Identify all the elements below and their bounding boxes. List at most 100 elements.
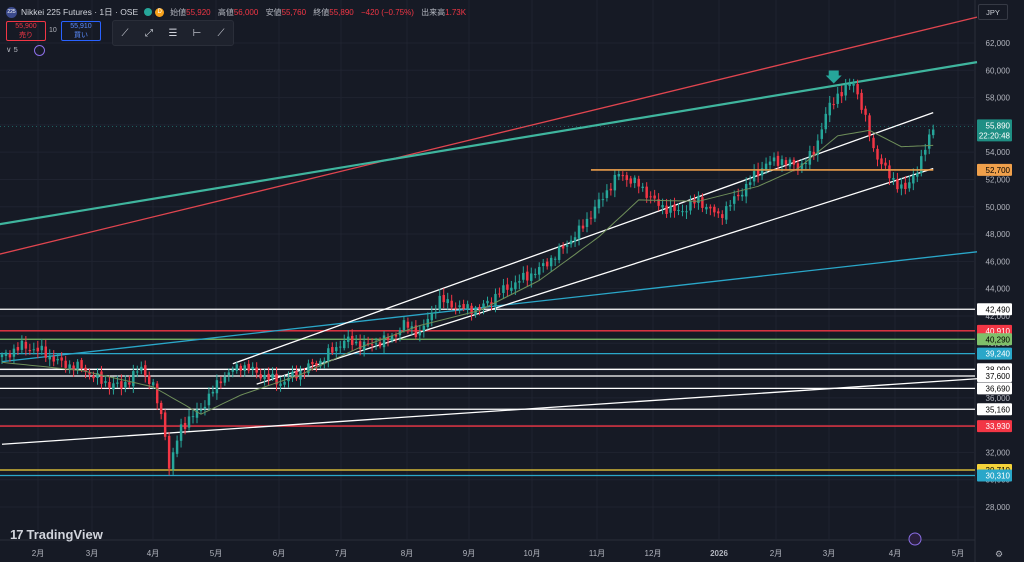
candle-body bbox=[20, 340, 24, 350]
candle-body bbox=[796, 163, 800, 171]
ohlc-low-value: 55,760 bbox=[281, 7, 307, 17]
candle-body bbox=[28, 350, 32, 352]
candle-body bbox=[406, 321, 410, 328]
y-tick-label: 32,000 bbox=[986, 448, 1011, 457]
candle-body bbox=[263, 374, 266, 380]
candle-body bbox=[752, 170, 756, 182]
candle-body bbox=[768, 161, 772, 165]
buy-label: 買い bbox=[74, 32, 88, 39]
horizontal-line-tool-icon[interactable]: ⊢ bbox=[192, 27, 202, 39]
candle-body bbox=[231, 369, 235, 372]
candle-body bbox=[629, 178, 632, 184]
delayed-data-badge[interactable]: D bbox=[155, 7, 165, 17]
candle-body bbox=[199, 409, 203, 411]
y-tick-label: 48,000 bbox=[986, 230, 1011, 239]
candle-body bbox=[470, 305, 473, 315]
candle-body bbox=[820, 129, 824, 139]
candle-body bbox=[581, 225, 585, 229]
candle-body bbox=[366, 343, 370, 345]
trend-line-teal-trend bbox=[0, 61, 978, 226]
ohlc-high-label: 高値 bbox=[217, 7, 234, 17]
candle-body bbox=[438, 295, 441, 311]
candle-body bbox=[685, 211, 688, 213]
candle-body bbox=[382, 335, 386, 348]
x-tick-label: 5月 bbox=[952, 549, 964, 558]
fib-tool-icon[interactable]: ☰ bbox=[168, 27, 178, 39]
symbol-title[interactable]: Nikkei 225 Futures · 1日 · OSE bbox=[21, 7, 139, 17]
candle-body bbox=[219, 381, 223, 384]
candle-body bbox=[812, 151, 816, 156]
candle-body bbox=[458, 305, 461, 308]
ohlc-volume-label: 出来高 bbox=[421, 7, 446, 17]
candle-body bbox=[148, 375, 151, 385]
level-label-33930: 33,930 bbox=[986, 422, 1011, 431]
x-tick-label: 2月 bbox=[770, 549, 782, 558]
candle-body bbox=[748, 182, 752, 185]
candle-body bbox=[844, 85, 847, 96]
candle-body bbox=[609, 188, 613, 191]
ohlc-open-value: 55,920 bbox=[186, 7, 211, 17]
tradingview-wordmark: TradingView bbox=[26, 527, 103, 542]
candle-body bbox=[541, 263, 545, 266]
last-price-bg bbox=[977, 119, 1012, 142]
candle-body bbox=[343, 340, 346, 349]
candle-body bbox=[577, 225, 581, 239]
candle-body bbox=[8, 353, 12, 358]
y-tick-label: 62,000 bbox=[986, 39, 1011, 48]
level-label-bg bbox=[977, 382, 1012, 395]
x-tick-label: 5月 bbox=[210, 549, 222, 558]
candle-body bbox=[840, 92, 843, 97]
level-label-37600: 37,600 bbox=[986, 372, 1011, 381]
candle-body bbox=[16, 347, 20, 351]
ohlc-open-label: 始値 bbox=[170, 7, 187, 17]
candle-body bbox=[4, 352, 8, 356]
candle-body bbox=[736, 194, 740, 197]
y-tick-label: 58,000 bbox=[986, 94, 1011, 103]
candle-body bbox=[721, 214, 724, 219]
currency-selector[interactable]: JPY bbox=[978, 4, 1008, 20]
candle-body bbox=[637, 178, 640, 187]
candle-body bbox=[370, 344, 374, 346]
candle-body bbox=[410, 326, 414, 329]
candle-body bbox=[72, 365, 75, 371]
candle-body bbox=[756, 169, 760, 176]
x-tick-label: 12月 bbox=[645, 549, 662, 558]
candle-body bbox=[179, 424, 183, 441]
moving-average-line bbox=[1, 129, 934, 415]
candle-body bbox=[144, 365, 147, 376]
candle-body bbox=[557, 246, 561, 260]
candle-body bbox=[772, 157, 776, 162]
buy-button[interactable]: 55,910 買い bbox=[61, 21, 101, 41]
candle-body bbox=[295, 371, 298, 379]
candle-body bbox=[311, 361, 314, 365]
candle-body bbox=[414, 325, 418, 338]
indicators-toggle[interactable]: ∨ 5 bbox=[6, 45, 18, 54]
level-label-bg bbox=[977, 163, 1012, 176]
candle-body bbox=[601, 199, 605, 201]
candle-body bbox=[132, 371, 135, 387]
candle-body bbox=[832, 104, 835, 106]
candle-body bbox=[319, 360, 322, 367]
trend-line-tool-icon[interactable]: ⟋ bbox=[121, 27, 129, 39]
candle-body bbox=[327, 348, 330, 362]
candle-body bbox=[824, 113, 827, 130]
alert-icon bbox=[908, 532, 922, 546]
settings-gear-icon[interactable]: ⚙ bbox=[995, 549, 1004, 559]
ray-tool-icon[interactable]: ⤢ bbox=[145, 27, 153, 39]
candle-body bbox=[613, 174, 617, 191]
plugin-icon[interactable] bbox=[34, 45, 45, 56]
candle-body bbox=[784, 160, 788, 165]
candle-body bbox=[108, 382, 111, 388]
candle-body bbox=[920, 156, 923, 174]
y-tick-label: 44,000 bbox=[986, 285, 1011, 294]
candle-body bbox=[553, 258, 557, 260]
sell-button[interactable]: 55,900 売り bbox=[6, 21, 46, 41]
candle-body bbox=[912, 175, 915, 184]
candle-body bbox=[892, 178, 895, 180]
sell-price: 55,900 bbox=[15, 23, 37, 30]
candle-body bbox=[764, 163, 768, 170]
candle-body bbox=[299, 370, 302, 380]
candle-body bbox=[454, 307, 457, 309]
extended-line-tool-icon[interactable]: ⟋ bbox=[217, 27, 225, 39]
